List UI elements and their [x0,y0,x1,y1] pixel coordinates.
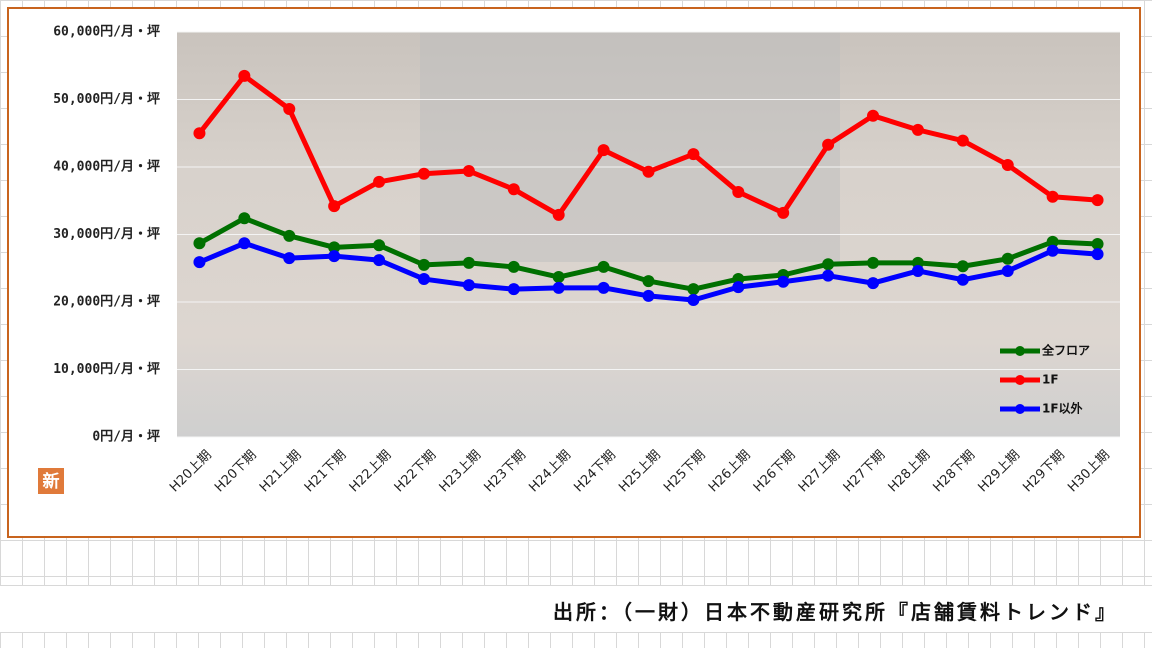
series-point [597,281,610,294]
y-tick-label: 0円/月・坪 [92,430,160,445]
source-row: 出所：（一財）日本不動産研究所『店舗賃料トレンド』 [0,585,1152,633]
series-point [507,183,520,196]
series-point [283,229,296,242]
series-point [687,283,700,296]
badge: 新 [43,471,60,492]
series-point [328,200,341,213]
series-point [462,279,475,292]
series-point [956,273,969,286]
series-point [552,271,565,284]
series-point [373,175,386,188]
series-point [687,293,700,306]
series-point [687,148,700,161]
series-point [238,212,251,225]
y-tick-label: 10,000円/月・坪 [53,362,160,377]
series-point [822,258,835,271]
series-point [956,260,969,273]
series-point [642,275,655,288]
series-point [238,237,251,250]
series-point [283,102,296,115]
legend-label: 1F [1042,373,1059,387]
series-point [507,283,520,296]
series-point [822,269,835,282]
series-point [597,260,610,273]
legend-marker [1015,375,1025,385]
legend: 全フロア 1F 1F以外 [1000,343,1090,416]
series-point [642,165,655,178]
series-point [507,260,520,273]
series-point [328,241,341,254]
series-point [911,123,924,136]
series-point [462,256,475,269]
y-tick-label: 50,000円/月・坪 [53,92,160,107]
series-point [552,208,565,221]
series-point [373,254,386,267]
series-point [1001,264,1014,277]
series-point [777,206,790,219]
legend-label: 全フロア [1041,343,1090,358]
series-point [373,239,386,252]
series-point [1001,252,1014,265]
series-point [956,134,969,147]
series-point [732,281,745,294]
source-note: 出所：（一財）日本不動産研究所『店舗賃料トレンド』 [553,600,1118,624]
badge-box [38,468,64,494]
photo-sky [420,32,840,262]
series-point [193,237,206,250]
series-point [867,256,880,269]
series-point [193,256,206,269]
series-point [867,277,880,290]
series-point [417,167,430,180]
y-tick-label: 30,000円/月・坪 [53,227,160,242]
series-point [1046,235,1059,248]
legend-marker [1015,346,1025,356]
legend-label: 1F以外 [1042,401,1083,416]
series-point [911,264,924,277]
series-point [867,109,880,122]
series-point [597,144,610,157]
series-point [1091,194,1104,207]
series-point [462,165,475,178]
series-point [732,185,745,198]
series-point [1046,190,1059,203]
series-point [552,281,565,294]
series-point [417,273,430,286]
y-tick-label: 60,000円/月・坪 [53,25,160,40]
legend-marker [1015,404,1025,414]
series-point [417,258,430,271]
chart: 新 全フロア 1F 1F以外 0円/月・坪 10,000円/月・坪 20,000円/月・… [7,7,1141,538]
series-point [1091,237,1104,250]
y-tick-label: 40,000円/月・坪 [53,160,160,175]
series-point [1046,244,1059,257]
series-point [822,138,835,151]
y-tick-label: 20,000円/月・坪 [53,295,160,310]
series-point [193,127,206,140]
series-point [238,69,251,82]
series-point [777,275,790,288]
series-point [642,289,655,302]
series-point [328,250,341,263]
series-point [1001,158,1014,171]
series-point [283,252,296,265]
series-point [1091,248,1104,261]
